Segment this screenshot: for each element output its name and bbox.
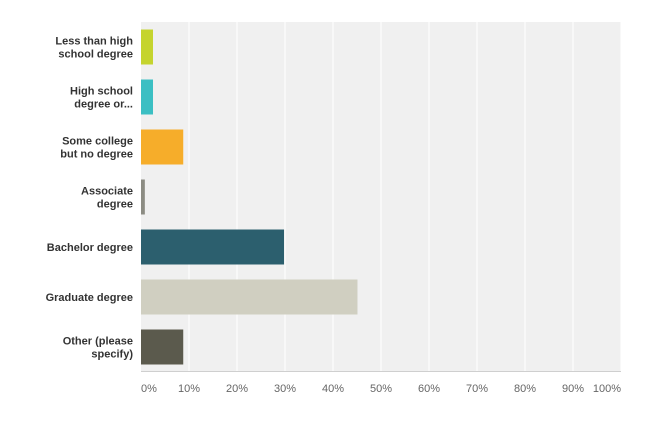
x-tick-label: 50% [370,383,392,395]
bar [141,329,184,365]
x-tick-label: 70% [466,383,488,395]
category-labels: Less than high school degree High school de… [46,36,134,361]
bar [141,79,153,115]
x-tick-label: 80% [514,383,536,395]
x-tick-label: 20% [226,383,248,395]
category-label: High school degree or... [70,86,133,111]
bar [141,179,145,215]
x-axis-ticks: 0% 10% 20% 30% 40% 50% 60% 70% 80% 90% 100% [141,383,621,395]
bars [141,29,358,365]
category-label: Associate degree [81,186,133,211]
category-label: Bachelor degree [47,242,133,254]
category-label: Other (please specify) [63,336,134,361]
grid-lines [188,22,622,371]
category-label: Graduate degree [46,292,133,304]
bar [141,129,184,165]
category-label: Some college but no degree [60,136,133,161]
x-tick-label: 40% [322,383,344,395]
category-label: Less than high school degree [55,36,133,61]
bar [141,279,358,315]
bar [141,29,153,65]
bar [141,229,285,265]
x-tick-label: 60% [418,383,440,395]
x-tick-label: 10% [178,383,200,395]
x-tick-label: 100% [593,383,621,395]
x-tick-label: 0% [141,383,157,395]
x-tick-label: 90% [562,383,584,395]
x-tick-label: 30% [274,383,296,395]
